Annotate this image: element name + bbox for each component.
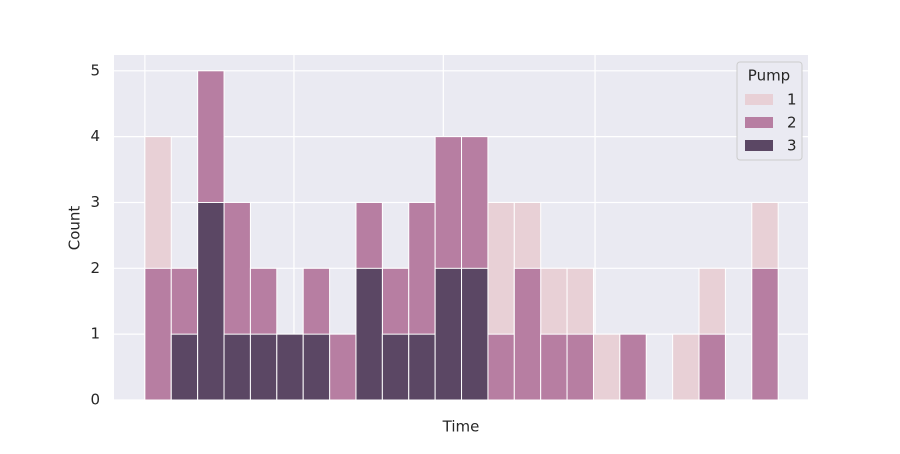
legend-swatch — [745, 140, 773, 151]
bar — [276, 333, 304, 401]
bar — [302, 333, 331, 401]
y-tick-label: 2 — [90, 259, 100, 277]
bar — [592, 333, 621, 401]
bar — [619, 333, 647, 401]
legend-box — [736, 61, 803, 161]
x-axis-label: Time — [442, 418, 480, 436]
bar — [461, 267, 489, 401]
legend: Pump 1 2 3 — [736, 61, 803, 161]
bar — [223, 333, 251, 401]
bar — [249, 333, 278, 401]
legend-swatch — [745, 94, 773, 105]
bar — [751, 267, 779, 401]
bar — [144, 267, 172, 401]
bar — [170, 333, 199, 401]
legend-label: 3 — [787, 137, 797, 155]
bar — [698, 333, 726, 401]
legend-label: 1 — [787, 91, 797, 109]
y-tick-label: 3 — [90, 193, 100, 211]
y-axis-label: Count — [66, 206, 84, 251]
bar — [329, 333, 357, 401]
bar — [566, 333, 594, 401]
bar — [381, 333, 410, 401]
bar — [487, 333, 515, 401]
bar — [355, 267, 383, 401]
y-tick-label: 0 — [90, 391, 100, 409]
y-tick-label: 4 — [90, 127, 100, 145]
bar — [197, 201, 225, 401]
bar — [540, 333, 568, 401]
bar — [672, 333, 700, 401]
y-tick-label: 5 — [90, 61, 100, 79]
bar — [434, 267, 463, 401]
y-tick-label: 1 — [90, 325, 100, 343]
legend-title: Pump — [748, 67, 790, 85]
legend-swatch — [745, 117, 773, 128]
bar — [513, 267, 542, 401]
legend-label: 2 — [787, 114, 797, 132]
bar — [408, 333, 436, 401]
